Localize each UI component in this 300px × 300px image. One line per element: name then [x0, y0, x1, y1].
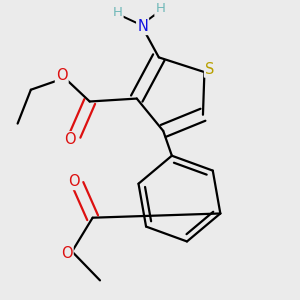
Text: O: O — [68, 174, 79, 189]
Text: N: N — [137, 19, 148, 34]
Text: H: H — [155, 2, 165, 15]
Text: O: O — [61, 245, 73, 260]
Text: H: H — [113, 6, 123, 19]
Text: S: S — [205, 61, 214, 76]
Text: O: O — [64, 132, 76, 147]
Text: O: O — [56, 68, 68, 82]
